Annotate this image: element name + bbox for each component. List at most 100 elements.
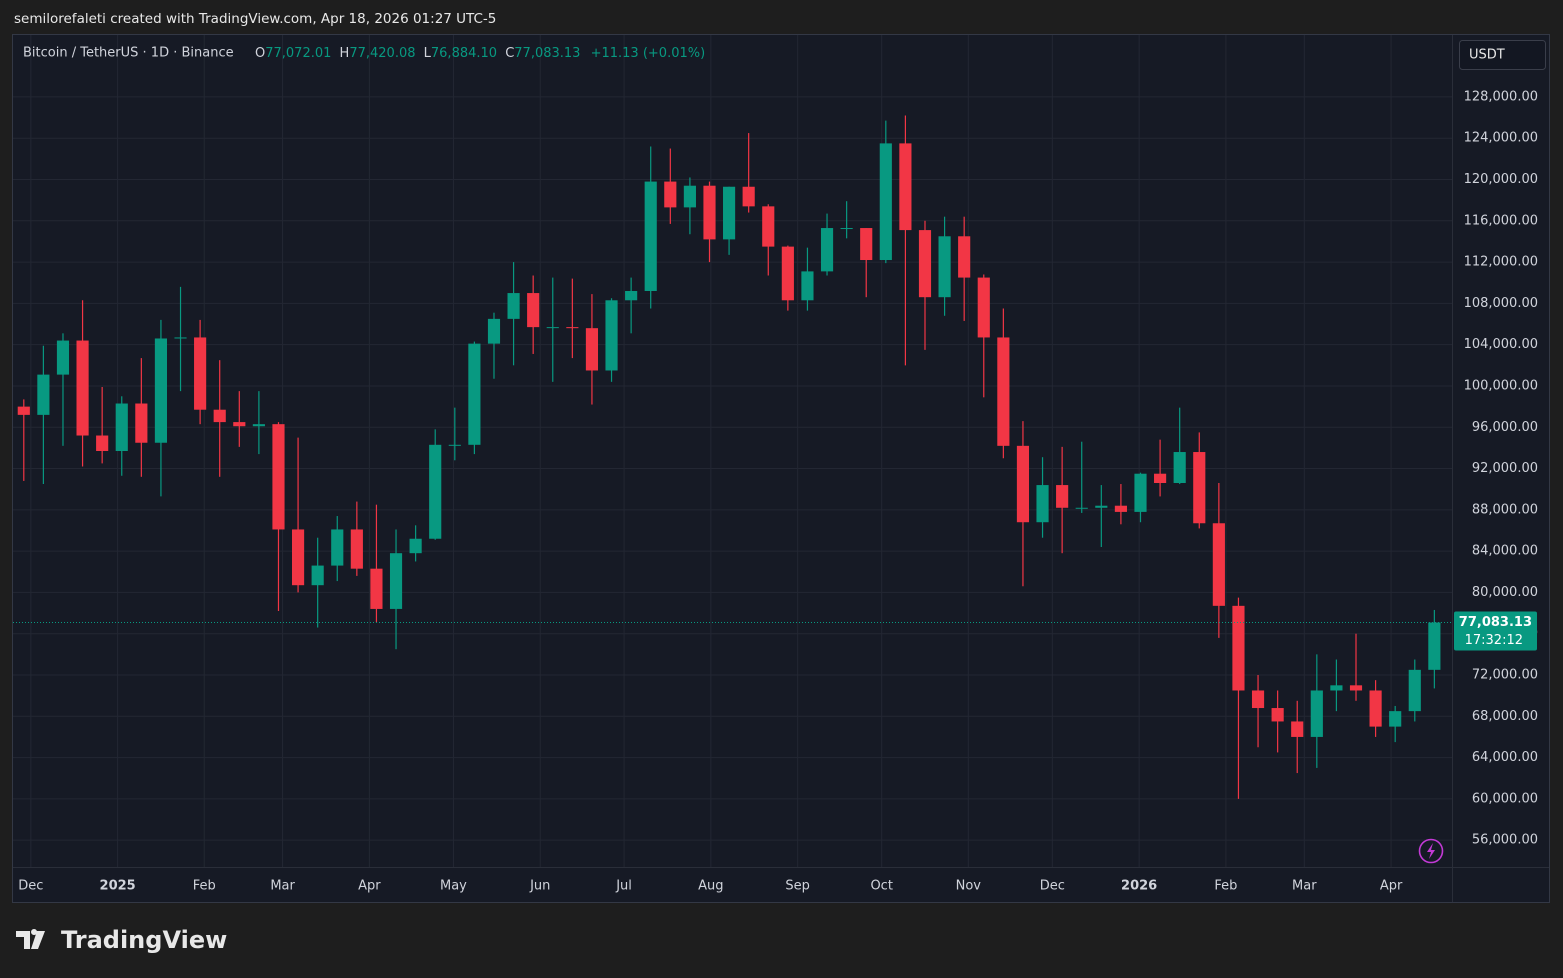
y-tick-label: 104,000.00	[1464, 337, 1538, 352]
candle-body	[1310, 690, 1323, 737]
y-tick-label: 72,000.00	[1472, 668, 1538, 683]
y-tick-label: 120,000.00	[1464, 172, 1538, 187]
labels: 56,000.00 60,000.00 64,000.00 68,000.00 72,0…	[18, 89, 1538, 893]
candle-body	[448, 444, 461, 446]
candle-body	[311, 565, 324, 586]
y-tick-label: 84,000.00	[1472, 544, 1538, 559]
candle-body	[1369, 690, 1382, 727]
icon-ring[interactable]	[1418, 838, 1444, 864]
ohlc-legend: O77,072.01 H77,420.08 L76,884.10 C77,083…	[255, 46, 705, 61]
x-tick-label: Oct	[870, 879, 892, 894]
c-label: C	[505, 46, 514, 61]
x-tick-label: Feb	[1214, 879, 1237, 894]
candle-body	[233, 422, 246, 427]
y-tick-label: 92,000.00	[1472, 461, 1538, 476]
candle-body	[585, 328, 599, 371]
candle-body	[820, 228, 834, 272]
candle-body	[272, 424, 285, 530]
y-tick-label: 64,000.00	[1472, 750, 1538, 765]
h-label: H	[340, 46, 350, 61]
candle-body	[1056, 485, 1069, 508]
candle-body	[527, 293, 540, 328]
x-tick-label: 2025	[100, 879, 136, 894]
candle-body	[194, 337, 207, 410]
candle-body	[1212, 523, 1225, 606]
y-tick-label: 108,000.00	[1464, 296, 1538, 311]
candle-body	[56, 340, 70, 375]
candle-body	[1134, 473, 1147, 512]
candle-body	[487, 318, 501, 344]
close-value: 77,083.13	[514, 46, 580, 61]
o-label: O	[255, 46, 265, 61]
candle-body	[625, 291, 638, 301]
candle-body	[1232, 605, 1245, 691]
candle-body	[468, 343, 481, 445]
candle-body	[213, 409, 226, 423]
candle-body	[174, 337, 187, 339]
candle-body	[801, 271, 814, 301]
header: semilorefaleti created with TradingView.…	[14, 11, 496, 27]
x-tick-label: Dec	[18, 879, 43, 894]
y-tick-label: 56,000.00	[1472, 833, 1538, 848]
candle-body	[997, 337, 1010, 446]
candle-body	[154, 338, 168, 443]
l-label: L	[424, 46, 432, 61]
icon-bolt[interactable]	[1427, 843, 1435, 859]
candle-body	[879, 143, 892, 261]
candle-body	[331, 529, 344, 566]
x-tick-label: Sep	[785, 879, 810, 894]
candle-body	[1389, 711, 1402, 727]
change-value: +11.13 (+0.01%)	[591, 46, 706, 61]
candle-body	[977, 277, 990, 338]
candle-body	[664, 181, 677, 208]
candle-body	[370, 568, 383, 609]
candle-body	[1330, 685, 1343, 691]
last-price-box	[1454, 611, 1537, 651]
candle-body	[683, 185, 696, 208]
candle-body	[605, 300, 618, 371]
candle-body	[350, 529, 363, 569]
candle-body	[1173, 452, 1186, 483]
candle-body	[17, 406, 30, 415]
candle-body	[37, 374, 50, 415]
candle-body	[135, 403, 148, 443]
y-tick-label: 116,000.00	[1464, 213, 1538, 228]
lightning-icon[interactable]	[1418, 838, 1444, 864]
logo-mark	[16, 929, 45, 949]
x-tick-label: Mar	[1292, 879, 1317, 894]
candle-body	[1349, 685, 1363, 691]
candle-body	[644, 181, 657, 291]
candle-body	[1016, 445, 1030, 523]
candle-body	[115, 403, 128, 451]
x-tick-label: Aug	[698, 879, 723, 894]
x-tick-label: Feb	[193, 879, 216, 894]
x-tick-label: Jul	[615, 879, 632, 894]
candle-body	[840, 228, 853, 230]
candle-body	[1114, 505, 1127, 512]
last-price-label: 77,083.13	[1459, 615, 1532, 630]
x-tick-label: Nov	[956, 879, 982, 894]
high-value: 77,420.08	[349, 46, 415, 61]
y-tick-label: 112,000.00	[1464, 255, 1538, 270]
x-tick-label: 2026	[1121, 879, 1157, 894]
candle-body	[409, 538, 422, 554]
y-tick-label: 128,000.00	[1464, 89, 1538, 104]
countdown: 17:32:12	[1465, 633, 1523, 648]
candle-body	[1036, 485, 1049, 523]
y-tick-label: 88,000.00	[1472, 502, 1538, 517]
x-tick-label: Mar	[270, 879, 295, 894]
x-tick-label: Dec	[1040, 879, 1065, 894]
y-tick-label: 100,000.00	[1464, 378, 1538, 393]
y-tick-label: 80,000.00	[1472, 585, 1538, 600]
candle-body	[742, 186, 755, 207]
y-tick-label: 60,000.00	[1472, 791, 1538, 806]
currency-label[interactable]: USDT	[1469, 48, 1505, 63]
candle-body	[918, 230, 932, 298]
currency-button[interactable]	[1459, 40, 1546, 70]
candle-body	[252, 424, 265, 427]
candle-body	[566, 327, 579, 329]
candle-body	[938, 236, 951, 298]
low-value: 76,884.10	[431, 46, 497, 61]
candle-body	[546, 327, 559, 329]
x-tick-label: Apr	[1380, 879, 1403, 894]
